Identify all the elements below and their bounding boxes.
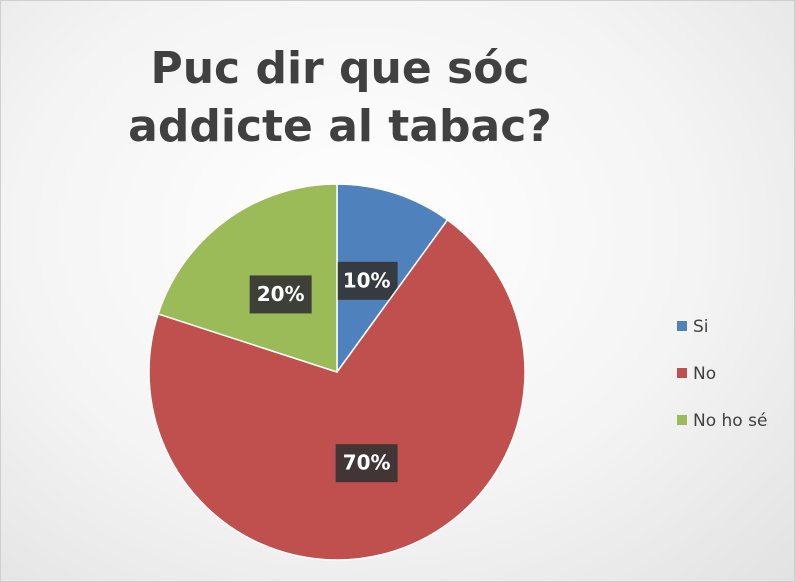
legend-label: No	[693, 364, 716, 384]
legend-label: No ho sé	[693, 411, 767, 431]
data-label-box	[249, 275, 312, 314]
data-label: 70%	[343, 451, 391, 475]
pie-slice	[157, 183, 338, 374]
pie-slice	[148, 218, 526, 561]
legend-label: Si	[693, 317, 709, 337]
data-label-box	[335, 444, 398, 483]
chart-title: Puc dir que sóc addicte al tabac?	[128, 43, 552, 152]
data-label-box	[335, 261, 398, 300]
legend-swatch	[677, 415, 687, 425]
data-label: 20%	[257, 282, 305, 306]
data-label: 10%	[343, 268, 391, 292]
legend-swatch	[677, 321, 687, 331]
legend-swatch	[677, 368, 687, 378]
